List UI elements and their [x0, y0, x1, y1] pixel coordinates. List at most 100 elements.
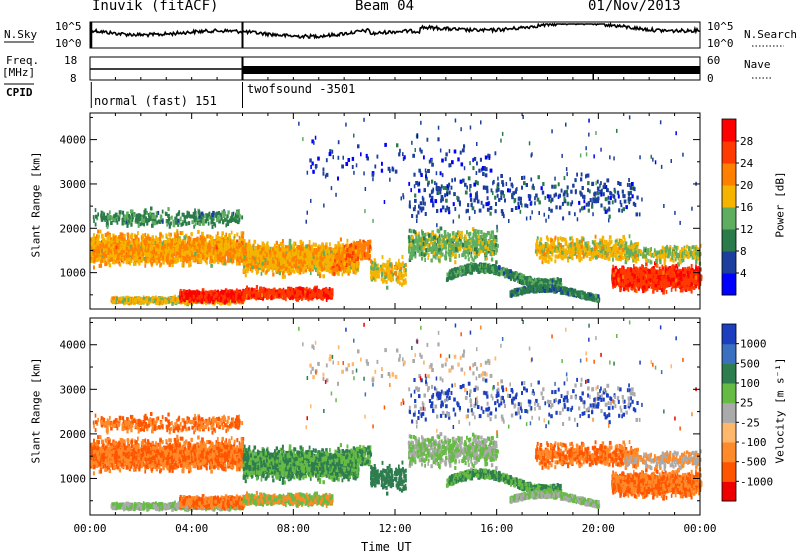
power-cell: [145, 210, 148, 215]
power-cell: [234, 296, 237, 301]
power-cell: [113, 235, 116, 240]
power-cell: [225, 295, 228, 300]
power-cell: [210, 249, 214, 253]
power-cell: [150, 250, 153, 255]
power-cell: [227, 210, 230, 215]
power-cell: [220, 239, 223, 244]
power-cell: [172, 223, 176, 228]
power-cell: [159, 263, 162, 268]
power-cell: [153, 298, 156, 303]
power-cell: [190, 244, 193, 249]
power-cell: [240, 295, 243, 300]
power-cell: [120, 236, 123, 241]
power-cell: [224, 293, 227, 297]
power-cell: [228, 235, 231, 240]
power-cell: [241, 295, 244, 300]
power-cell: [128, 257, 131, 262]
power-cell: [100, 210, 103, 215]
power-cell: [203, 237, 206, 242]
power-cell: [337, 271, 340, 276]
power-cell: [181, 240, 184, 245]
power-cell: [213, 240, 216, 245]
power-cell: [93, 218, 95, 223]
power-cell: [139, 250, 143, 255]
power-cell: [236, 220, 240, 225]
power-cell: [214, 293, 217, 298]
power-cell: [233, 234, 236, 238]
power-cell: [155, 295, 157, 300]
power-cell: [189, 214, 192, 219]
power-cell: [234, 292, 236, 297]
power-cell: [170, 221, 172, 226]
power-cell: [216, 237, 218, 241]
power-cell: [233, 298, 236, 303]
power-cell: [185, 221, 188, 226]
power-cell: [228, 233, 231, 237]
power-cell: [139, 217, 142, 222]
power-cell: [176, 297, 179, 302]
power-cell: [97, 212, 99, 217]
power-cell: [177, 258, 179, 263]
power-cell: [162, 256, 164, 261]
power-cell: [241, 255, 245, 260]
power-cell: [119, 296, 123, 301]
power-cell: [100, 214, 103, 219]
power-cell: [122, 213, 125, 218]
power-cell: [225, 223, 228, 228]
power-cell: [173, 242, 177, 247]
power-cell: [175, 213, 178, 218]
power-cell: [166, 249, 169, 254]
power-cell: [104, 257, 107, 262]
power-cell: [142, 242, 144, 247]
power-cell: [103, 237, 106, 242]
power-cell: [232, 293, 235, 297]
power-cell: [159, 232, 162, 237]
power-cell: [146, 241, 148, 246]
power-cell: [140, 242, 143, 247]
power-cell: [225, 232, 227, 237]
power-cell: [174, 216, 177, 221]
power-cell: [188, 254, 191, 259]
power-cell: [232, 253, 235, 258]
power-cell: [90, 255, 93, 260]
power-cell: [224, 246, 227, 251]
power-cell: [109, 240, 111, 245]
power-cell: [213, 259, 216, 264]
power-cell: [195, 217, 198, 222]
power-cell: [185, 292, 188, 297]
power-cell: [229, 291, 233, 296]
power-cell: [100, 263, 103, 268]
power-cell: [301, 241, 304, 246]
power-cell: [164, 247, 167, 252]
power-cell: [98, 249, 101, 254]
power-cell: [201, 249, 204, 254]
power-cell: [138, 261, 141, 266]
power-cell: [165, 243, 168, 248]
power-cell: [92, 248, 96, 253]
power-cell: [151, 220, 154, 225]
power-cell: [137, 300, 141, 304]
power-cell: [152, 259, 155, 264]
power-cell: [124, 214, 127, 219]
power-cell: [103, 212, 106, 217]
power-cell: [139, 222, 142, 227]
power-cell: [115, 296, 118, 301]
power-cell: [93, 244, 95, 249]
power-cell: [261, 267, 264, 272]
power-cell: [179, 231, 182, 235]
power-cell: [104, 251, 107, 256]
power-cell: [209, 215, 212, 220]
power-cell: [117, 248, 121, 253]
power-cell: [106, 212, 109, 217]
power-cell: [237, 291, 240, 296]
power-cell: [220, 296, 223, 301]
power-cell: [121, 221, 124, 226]
power-cell: [210, 253, 213, 258]
power-cell: [230, 214, 234, 219]
power-cell: [219, 237, 222, 242]
power-cell: [146, 248, 150, 253]
power-cell: [128, 259, 131, 264]
power-cell: [216, 254, 219, 259]
power-cell: [130, 238, 133, 243]
power-cell: [101, 211, 105, 216]
